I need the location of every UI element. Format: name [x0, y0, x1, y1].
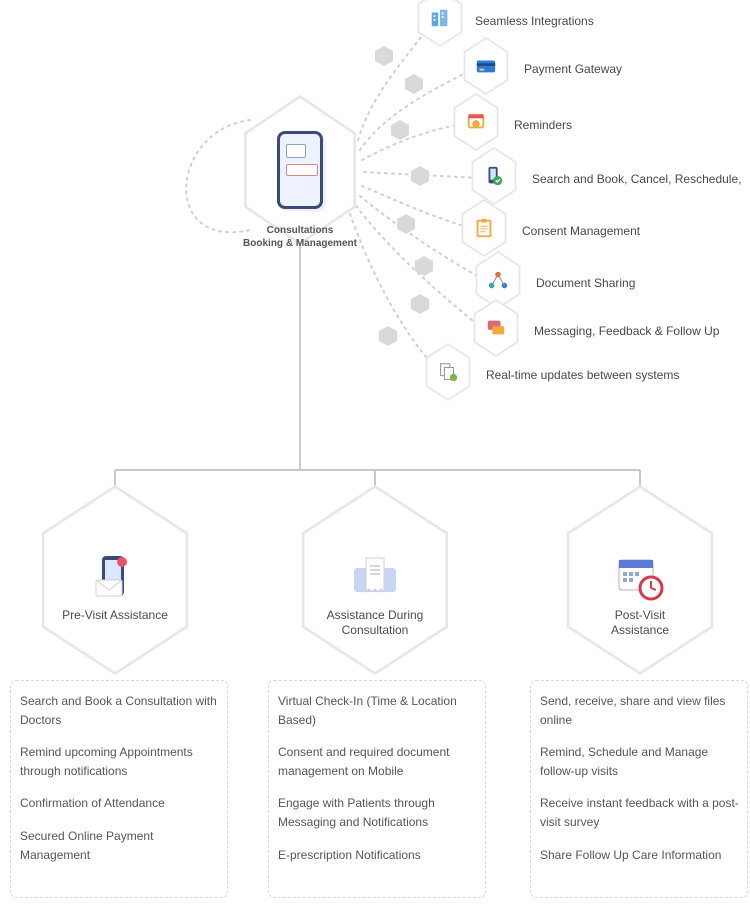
phase-title-line1: Assistance During	[327, 608, 424, 622]
connector-node	[411, 166, 429, 186]
bullet-item: Virtual Check-In (Time & Location Based)	[278, 692, 478, 729]
bullet-item: Remind, Schedule and Manage follow-up vi…	[540, 743, 740, 780]
feature-hex	[468, 147, 520, 205]
phase-title-line1: Post-Visit	[615, 608, 665, 622]
connector-node	[375, 46, 393, 66]
feature-label: Reminders	[514, 118, 572, 132]
phase-title: Post-VisitAssistance	[565, 608, 715, 638]
feature-label: Seamless Integrations	[475, 14, 594, 28]
feature-hex	[414, 0, 466, 47]
phase-title: Assistance DuringConsultation	[300, 608, 450, 638]
bullet-item: Consent and required document management…	[278, 743, 478, 780]
central-hex	[235, 95, 365, 245]
feature-hex	[422, 343, 474, 401]
chat-icon	[472, 301, 520, 355]
feature-hex	[460, 37, 512, 95]
bell-calendar-icon	[452, 95, 500, 149]
connector-node	[415, 256, 433, 276]
central-title-line1: Consultations	[267, 225, 334, 236]
feature-label: Payment Gateway	[524, 62, 622, 76]
feature-label: Real-time updates between systems	[486, 368, 679, 382]
phase-title: Pre-Visit Assistance	[40, 608, 190, 623]
phone-check-icon	[470, 149, 518, 203]
calendar-clock-icon	[615, 554, 665, 607]
files-sync-icon	[424, 345, 472, 399]
buildings-icon	[416, 0, 464, 45]
connector-node	[405, 74, 423, 94]
phase-hex	[30, 485, 200, 675]
feature-label: Messaging, Feedback & Follow Up	[534, 324, 719, 338]
central-title: Consultations Booking & Management	[240, 225, 360, 250]
bullet-item: Remind upcoming Appointments through not…	[20, 743, 220, 780]
receipt-icon	[348, 554, 402, 607]
phase-hex	[290, 485, 460, 675]
phone-icon	[277, 131, 323, 209]
bullet-item: Confirmation of Attendance	[20, 794, 220, 813]
feature-hex	[450, 93, 502, 151]
connector-node	[397, 214, 415, 234]
phase-title-line1: Pre-Visit Assistance	[62, 608, 168, 622]
phone-envelope-icon	[94, 552, 136, 609]
feature-hex	[458, 199, 510, 257]
phase-title-line2: Consultation	[342, 623, 409, 637]
credit-card-icon	[462, 39, 510, 93]
bullet-item: Send, receive, share and view files onli…	[540, 692, 740, 729]
bullet-item: Search and Book a Consultation with Doct…	[20, 692, 220, 729]
feature-label: Consent Management	[522, 224, 640, 238]
diagram-canvas: Consultations Booking & Management Seaml…	[0, 0, 750, 907]
bullet-item: E-prescription Notifications	[278, 846, 478, 865]
feature-label: Search and Book, Cancel, Reschedule,	[532, 172, 741, 186]
phase-title-line2: Assistance	[611, 623, 669, 637]
central-title-line2: Booking & Management	[243, 238, 357, 249]
phase-bullets: Search and Book a Consultation with Doct…	[20, 692, 220, 878]
connector-node	[379, 326, 397, 346]
connector-node	[411, 294, 429, 314]
feature-label: Document Sharing	[536, 276, 635, 290]
clipboard-icon	[460, 201, 508, 255]
phase-bullets: Send, receive, share and view files onli…	[540, 692, 740, 878]
bullet-item: Secured Online Payment Management	[20, 827, 220, 864]
connector-node	[391, 120, 409, 140]
bullet-item: Receive instant feedback with a post-vis…	[540, 794, 740, 831]
bullet-item: Engage with Patients through Messaging a…	[278, 794, 478, 831]
phase-hex	[555, 485, 725, 675]
phase-bullets: Virtual Check-In (Time & Location Based)…	[278, 692, 478, 878]
feature-hex	[470, 299, 522, 357]
bullet-item: Share Follow Up Care Information	[540, 846, 740, 865]
